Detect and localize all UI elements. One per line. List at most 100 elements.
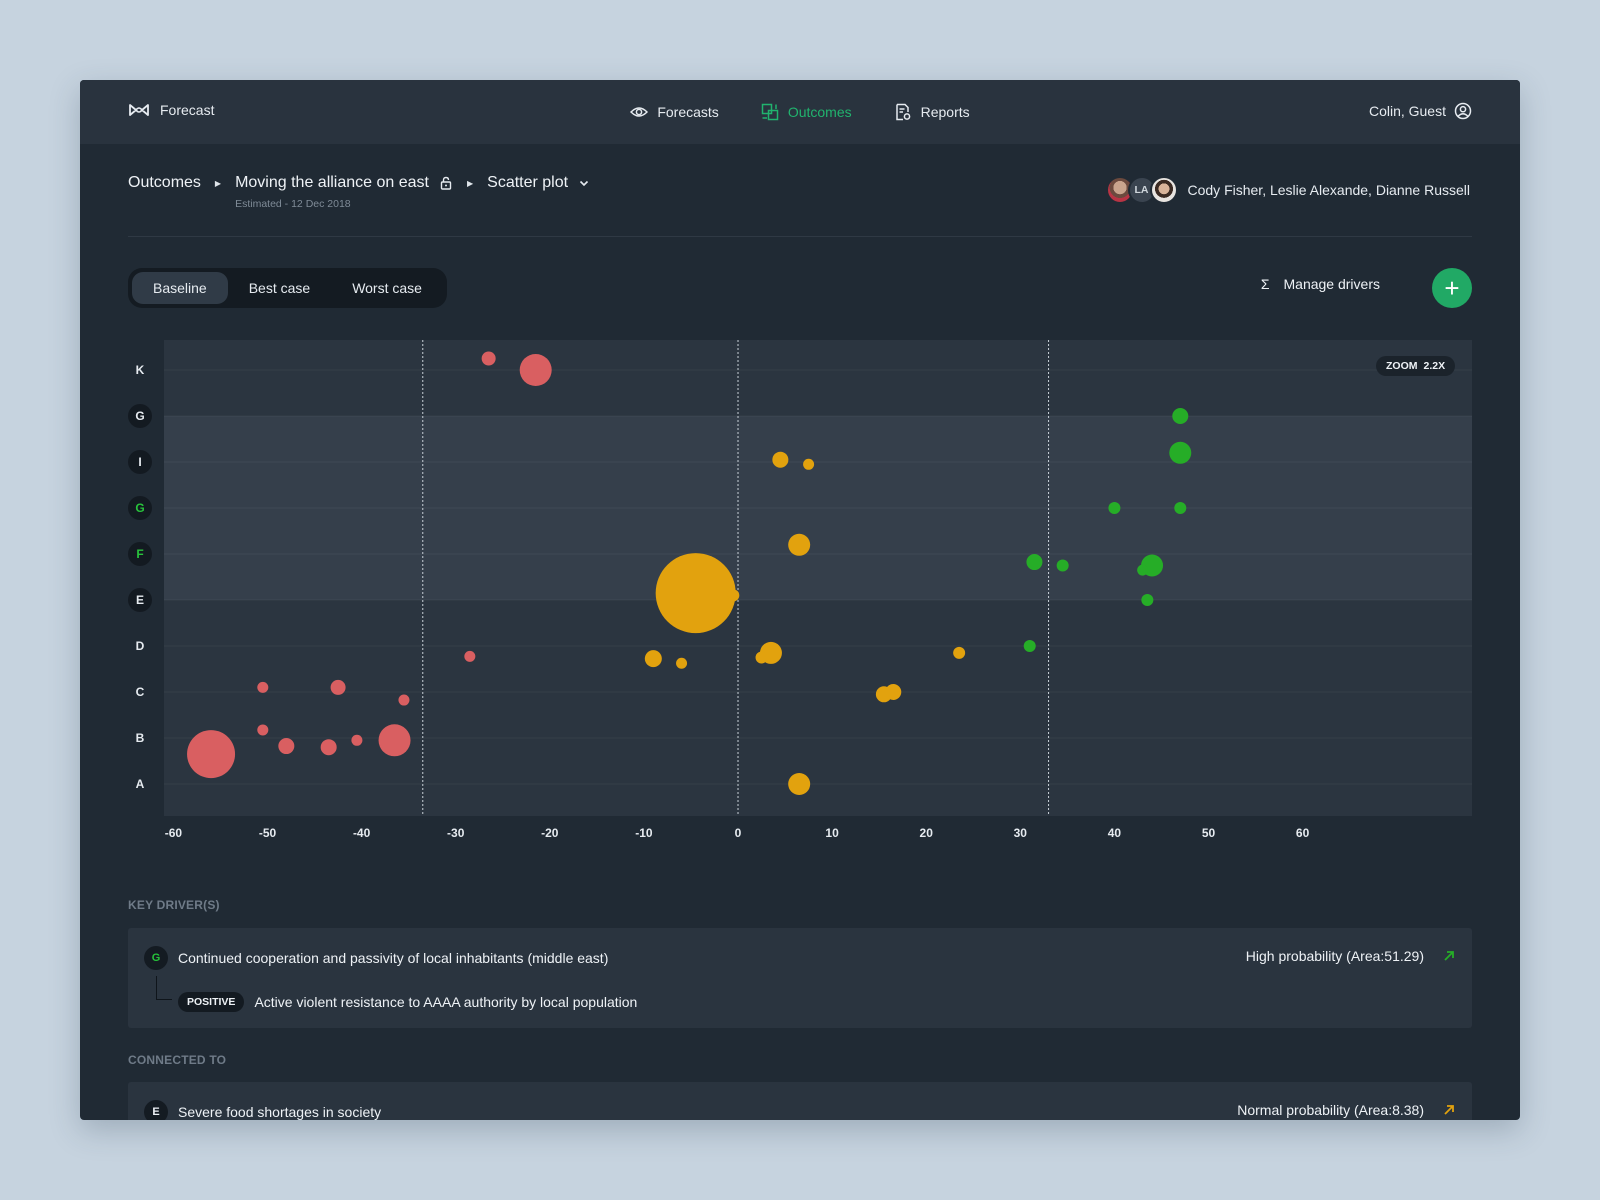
x-tick-label: 50	[1201, 826, 1216, 840]
nav-item-label: Reports	[920, 104, 970, 120]
app-window: Forecast Forecasts Outcomes	[80, 80, 1520, 1120]
data-point-negative[interactable]	[320, 739, 337, 756]
tab-best-case[interactable]: Best case	[248, 280, 311, 296]
breadcrumb-label: Moving the alliance on east	[235, 174, 429, 191]
chevron-right-icon: ▶	[214, 179, 222, 188]
connected-text: Severe food shortages in society	[178, 1104, 382, 1120]
avatar	[1149, 176, 1178, 204]
data-point-negative[interactable]	[257, 724, 269, 736]
data-point-neutral[interactable]	[727, 589, 740, 602]
avatar-group: LA	[1105, 176, 1178, 204]
outcomes-icon	[761, 103, 779, 121]
avatar-initials: LA	[1134, 184, 1149, 196]
key-drivers-title: KEY DRIVER(S)	[128, 898, 220, 912]
data-point-positive[interactable]	[1137, 564, 1149, 576]
x-tick-label: 30	[1013, 826, 1027, 840]
sub-driver-text: Active violent resistance to AAAA author…	[254, 994, 638, 1010]
data-point-neutral[interactable]	[875, 686, 892, 703]
data-point-neutral[interactable]	[755, 651, 768, 664]
view-selector[interactable]: Scatter plot	[487, 174, 590, 192]
data-point-neutral[interactable]	[676, 657, 688, 669]
connected-card[interactable]: E Severe food shortages in society Norma…	[128, 1082, 1472, 1120]
arrow-up-right-icon[interactable]	[1442, 1103, 1456, 1117]
zoom-value: 2.2X	[1423, 360, 1446, 372]
key-driver-card[interactable]: G Continued cooperation and passivity of…	[128, 928, 1472, 1028]
data-point-neutral[interactable]	[788, 533, 811, 556]
sigma-icon: Σ	[1260, 276, 1270, 292]
driver-text: Continued cooperation and passivity of l…	[178, 950, 609, 966]
y-tick-label: F	[128, 542, 152, 566]
x-tick-label: 20	[919, 826, 933, 840]
collaborators[interactable]: LA Cody Fisher, Leslie Alexande, Dianne …	[1105, 176, 1470, 204]
y-tick-label: K	[135, 363, 145, 377]
brand[interactable]: Forecast	[128, 102, 214, 118]
tab-worst-case[interactable]: Worst case	[352, 280, 422, 296]
manage-drivers-label: Manage drivers	[1283, 276, 1381, 292]
data-point-neutral[interactable]	[644, 650, 662, 668]
data-point-negative[interactable]	[187, 730, 236, 779]
nav-item-outcomes[interactable]: Outcomes	[761, 103, 852, 121]
data-point-positive[interactable]	[1026, 554, 1043, 571]
chevron-right-icon: ▶	[466, 179, 474, 188]
tree-connector	[156, 976, 172, 1000]
avatar: LA	[1127, 176, 1156, 204]
data-point-neutral[interactable]	[803, 458, 815, 470]
data-point-negative[interactable]	[481, 351, 496, 366]
data-point-positive[interactable]	[1141, 594, 1154, 606]
data-point-negative[interactable]	[330, 679, 346, 695]
nav-item-forecasts[interactable]: Forecasts	[630, 104, 719, 120]
nav-item-reports[interactable]: Reports	[894, 103, 970, 121]
manage-drivers-button[interactable]: Σ Manage drivers	[1261, 276, 1380, 292]
data-point-neutral[interactable]	[655, 553, 736, 634]
driver-tag: G	[144, 946, 168, 970]
nav-item-label: Outcomes	[787, 104, 852, 120]
add-button[interactable]: +	[1432, 268, 1472, 308]
tab-baseline[interactable]: Baseline	[132, 272, 228, 304]
data-point-neutral[interactable]	[772, 451, 789, 468]
zoom-indicator[interactable]: ZOOM 2.2X	[1376, 356, 1456, 376]
breadcrumb-scenario[interactable]: Moving the alliance on east Estimated - …	[235, 174, 453, 210]
chevron-down-icon	[580, 180, 589, 187]
y-tick-label: B	[135, 731, 145, 745]
y-tick-label: D	[135, 639, 145, 653]
data-point-negative[interactable]	[278, 738, 295, 755]
data-point-positive[interactable]	[1174, 502, 1187, 514]
x-tick-label: 10	[825, 826, 839, 840]
data-point-positive[interactable]	[1172, 408, 1189, 424]
y-tick-label: G	[128, 404, 152, 428]
zoom-label: ZOOM	[1386, 360, 1418, 372]
y-tick-label: G	[128, 496, 152, 520]
x-tick-label: -50	[258, 826, 277, 840]
chart-highlight-band	[164, 416, 1472, 600]
data-point-negative[interactable]	[519, 354, 552, 386]
data-point-positive[interactable]	[1023, 640, 1036, 652]
breadcrumb-outcomes[interactable]: Outcomes	[128, 174, 201, 192]
positive-badge: POSITIVE	[178, 992, 245, 1012]
data-point-negative[interactable]	[378, 724, 411, 757]
data-point-positive[interactable]	[1056, 559, 1069, 572]
data-point-neutral[interactable]	[953, 646, 966, 659]
driver-row: G Continued cooperation and passivity of…	[144, 946, 608, 970]
user-menu[interactable]: Colin, Guest	[1369, 102, 1472, 120]
top-navigation-bar: Forecast Forecasts Outcomes	[80, 80, 1520, 144]
main-nav: Forecasts Outcomes Reports	[80, 80, 1520, 144]
data-point-negative[interactable]	[351, 734, 363, 746]
x-tick-label: -10	[635, 826, 653, 840]
data-point-neutral[interactable]	[788, 773, 811, 795]
data-point-negative[interactable]	[398, 694, 410, 706]
y-tick-label: A	[135, 777, 145, 791]
data-point-negative[interactable]	[257, 681, 269, 693]
x-tick-label: 40	[1107, 826, 1122, 840]
data-point-positive[interactable]	[1108, 502, 1121, 514]
arrow-up-right-icon[interactable]	[1442, 949, 1456, 963]
connected-title: CONNECTED TO	[128, 1053, 227, 1067]
nav-item-label: Forecasts	[657, 104, 719, 120]
breadcrumb-label: Scatter plot	[487, 174, 569, 191]
report-icon	[895, 103, 910, 121]
header-divider	[128, 236, 1472, 237]
x-tick-label: -40	[352, 826, 371, 840]
case-toggle: Baseline Best case Worst case	[128, 268, 447, 308]
data-point-negative[interactable]	[464, 650, 476, 662]
x-tick-label: -30	[447, 826, 465, 840]
data-point-positive[interactable]	[1169, 441, 1192, 464]
